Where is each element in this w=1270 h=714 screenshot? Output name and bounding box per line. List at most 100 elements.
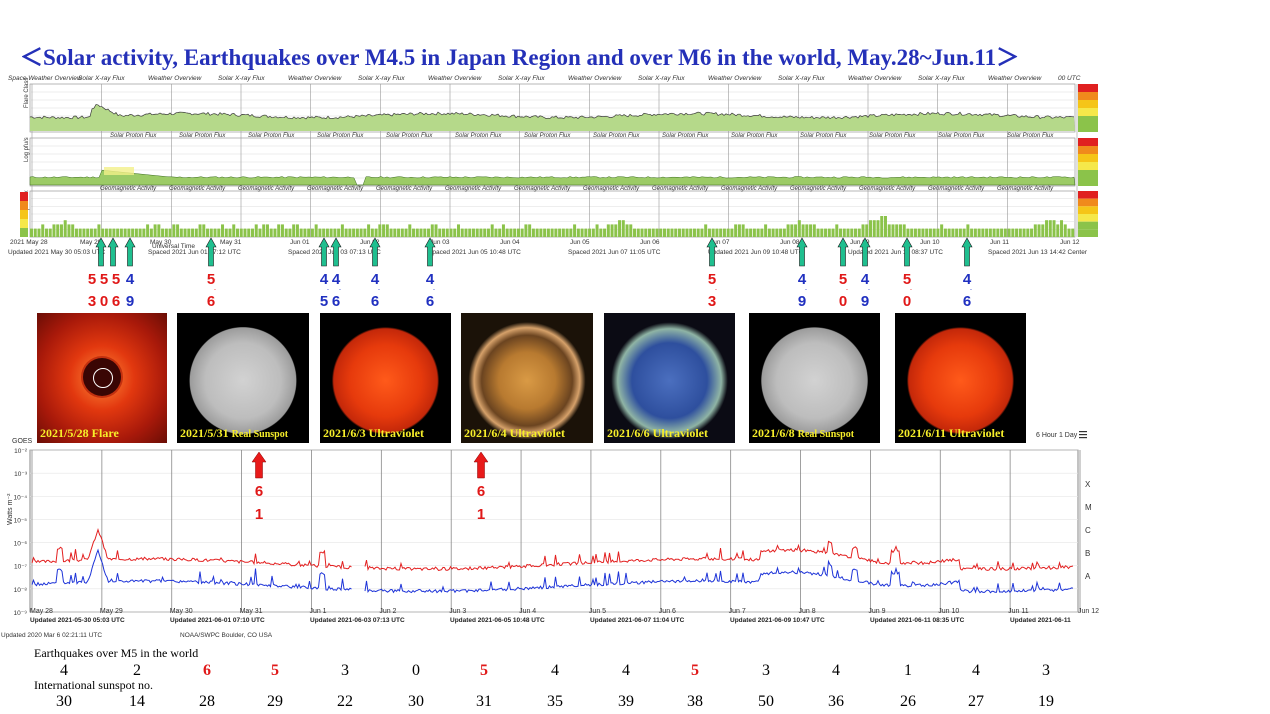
kp-bar (445, 228, 449, 237)
kp-bar (640, 228, 644, 237)
kp-bar (809, 224, 813, 237)
proton-flux-area (29, 169, 1076, 186)
kp-bar (468, 228, 472, 237)
kp-bar (958, 228, 962, 237)
kp-bar (412, 228, 416, 237)
overview-date: Jun 04 (500, 239, 520, 246)
sunspot-count-cell: 26 (900, 693, 916, 710)
xray-footer-mid: NOAA/SWPC Boulder, CO USA (180, 632, 273, 639)
kp-bar (1003, 228, 1007, 237)
kp-bar (400, 228, 404, 237)
proton-header: Solar Proton Flux (524, 133, 571, 139)
kp-bar (1037, 224, 1041, 237)
kp-bar (842, 228, 846, 237)
xray-date: Jun 10 (938, 608, 959, 615)
earthquake-arrow-shape (330, 237, 342, 267)
kp-bar (82, 228, 86, 237)
eq-magnitude-decimal: 9 (126, 293, 134, 310)
kp-bar (726, 228, 730, 237)
overview-header: Weather Overview (988, 75, 1043, 82)
kp-bar (973, 228, 977, 237)
xray-date: Jun 1 (309, 608, 326, 615)
eq-magnitude-label: 4 (963, 271, 972, 288)
xray-date: Jun 7 (729, 608, 746, 615)
scale-swatch (1078, 138, 1098, 146)
geo-header: Geomagnetic Activity (859, 186, 916, 192)
earthquake-arrow-shape (706, 237, 718, 267)
kp-bar (689, 228, 693, 237)
kp-bar (37, 228, 41, 237)
overview-date: Jun 05 (570, 239, 590, 246)
kp-bar (236, 228, 239, 237)
coronagraph-disk (83, 358, 121, 396)
eq-magnitude-decimal: 6 (426, 293, 434, 310)
kp-bar (161, 228, 165, 237)
kp-bar (614, 224, 618, 237)
xray-updated: Updated 2021-06-05 10:48 UTC (450, 617, 545, 624)
kp-bar (243, 228, 247, 237)
overview-header: Solar X-ray Flux (498, 75, 545, 82)
kp-bar (206, 228, 210, 237)
eq-count-cell: 4 (551, 662, 559, 679)
kp-bar (966, 224, 970, 237)
kp-bar (239, 228, 243, 237)
kp-bar (134, 228, 138, 237)
proton-header: Solar Proton Flux (662, 133, 709, 139)
kp-bar (273, 228, 277, 237)
kp-bar (56, 224, 60, 237)
kp-bar (839, 228, 843, 237)
kp-bar (404, 228, 408, 237)
kp-bar (430, 224, 434, 237)
kp-bar (827, 228, 831, 237)
kp-bar (584, 228, 588, 237)
eq-magnitude-label: 5 (839, 271, 847, 288)
kp-bar (310, 228, 314, 237)
earthquake-arrow-shape (796, 237, 808, 267)
kp-bar (284, 228, 288, 237)
kp-bar (232, 224, 236, 237)
kp-bar (228, 228, 232, 237)
xray-class-label: B (1085, 549, 1090, 558)
kp-bar (535, 228, 539, 237)
kp-bar (543, 228, 547, 237)
kp-bar (307, 228, 311, 237)
earthquake-arrow-shape (837, 237, 849, 267)
eq-count-cell: 3 (1042, 662, 1050, 679)
eq-count-cell: 0 (412, 662, 420, 679)
proton-header: Solar Proton Flux (248, 133, 295, 139)
photo-caption: 2021/5/31 Real Sunspot (180, 426, 288, 441)
overview-updated: Updated 2021 Jun 11 08:37 UTC (848, 249, 943, 256)
xray-updated: Updated 2021-05-30 05:03 UTC (30, 617, 125, 624)
kp-bar (86, 228, 90, 237)
xray-event-magnitude: 6 (255, 483, 263, 500)
kp-bar (625, 224, 629, 237)
geo-header: Geomagnetic Activity (445, 186, 502, 192)
eq-count-cell: 5 (691, 662, 699, 679)
xray-event-arrow (251, 451, 267, 479)
sunspot-count-cell: 19 (1038, 693, 1054, 710)
earthquake-arrow-shape (901, 237, 913, 267)
menu-icon (1079, 431, 1087, 433)
kp-bar (610, 224, 614, 237)
photo-caption-type: Real Sunspot (797, 429, 855, 440)
kp-bar (636, 228, 640, 237)
eq-count-cell: 3 (762, 662, 770, 679)
geo-header: Geomagnetic Activity (928, 186, 985, 192)
earthquake-arrow-shape (859, 237, 871, 267)
kp-bar (486, 228, 490, 237)
kp-bar (198, 224, 202, 237)
kp-bar (67, 224, 71, 237)
kp-bar (250, 228, 254, 237)
overview-date: Jun 02 (360, 239, 380, 246)
overview-header: 00 UTC (1058, 75, 1081, 82)
kp-bar (764, 224, 768, 237)
kp-bar (876, 220, 880, 237)
photo-caption-type: Real Sunspot (231, 429, 289, 440)
sunspot-count-cell: 22 (337, 693, 353, 710)
earthquake-arrow-shape (369, 237, 381, 267)
kp-bar (925, 228, 929, 237)
kp-bar (449, 228, 453, 237)
sunspot-count-cell: 29 (267, 693, 283, 710)
overview-date: Jun 09 (850, 239, 870, 246)
